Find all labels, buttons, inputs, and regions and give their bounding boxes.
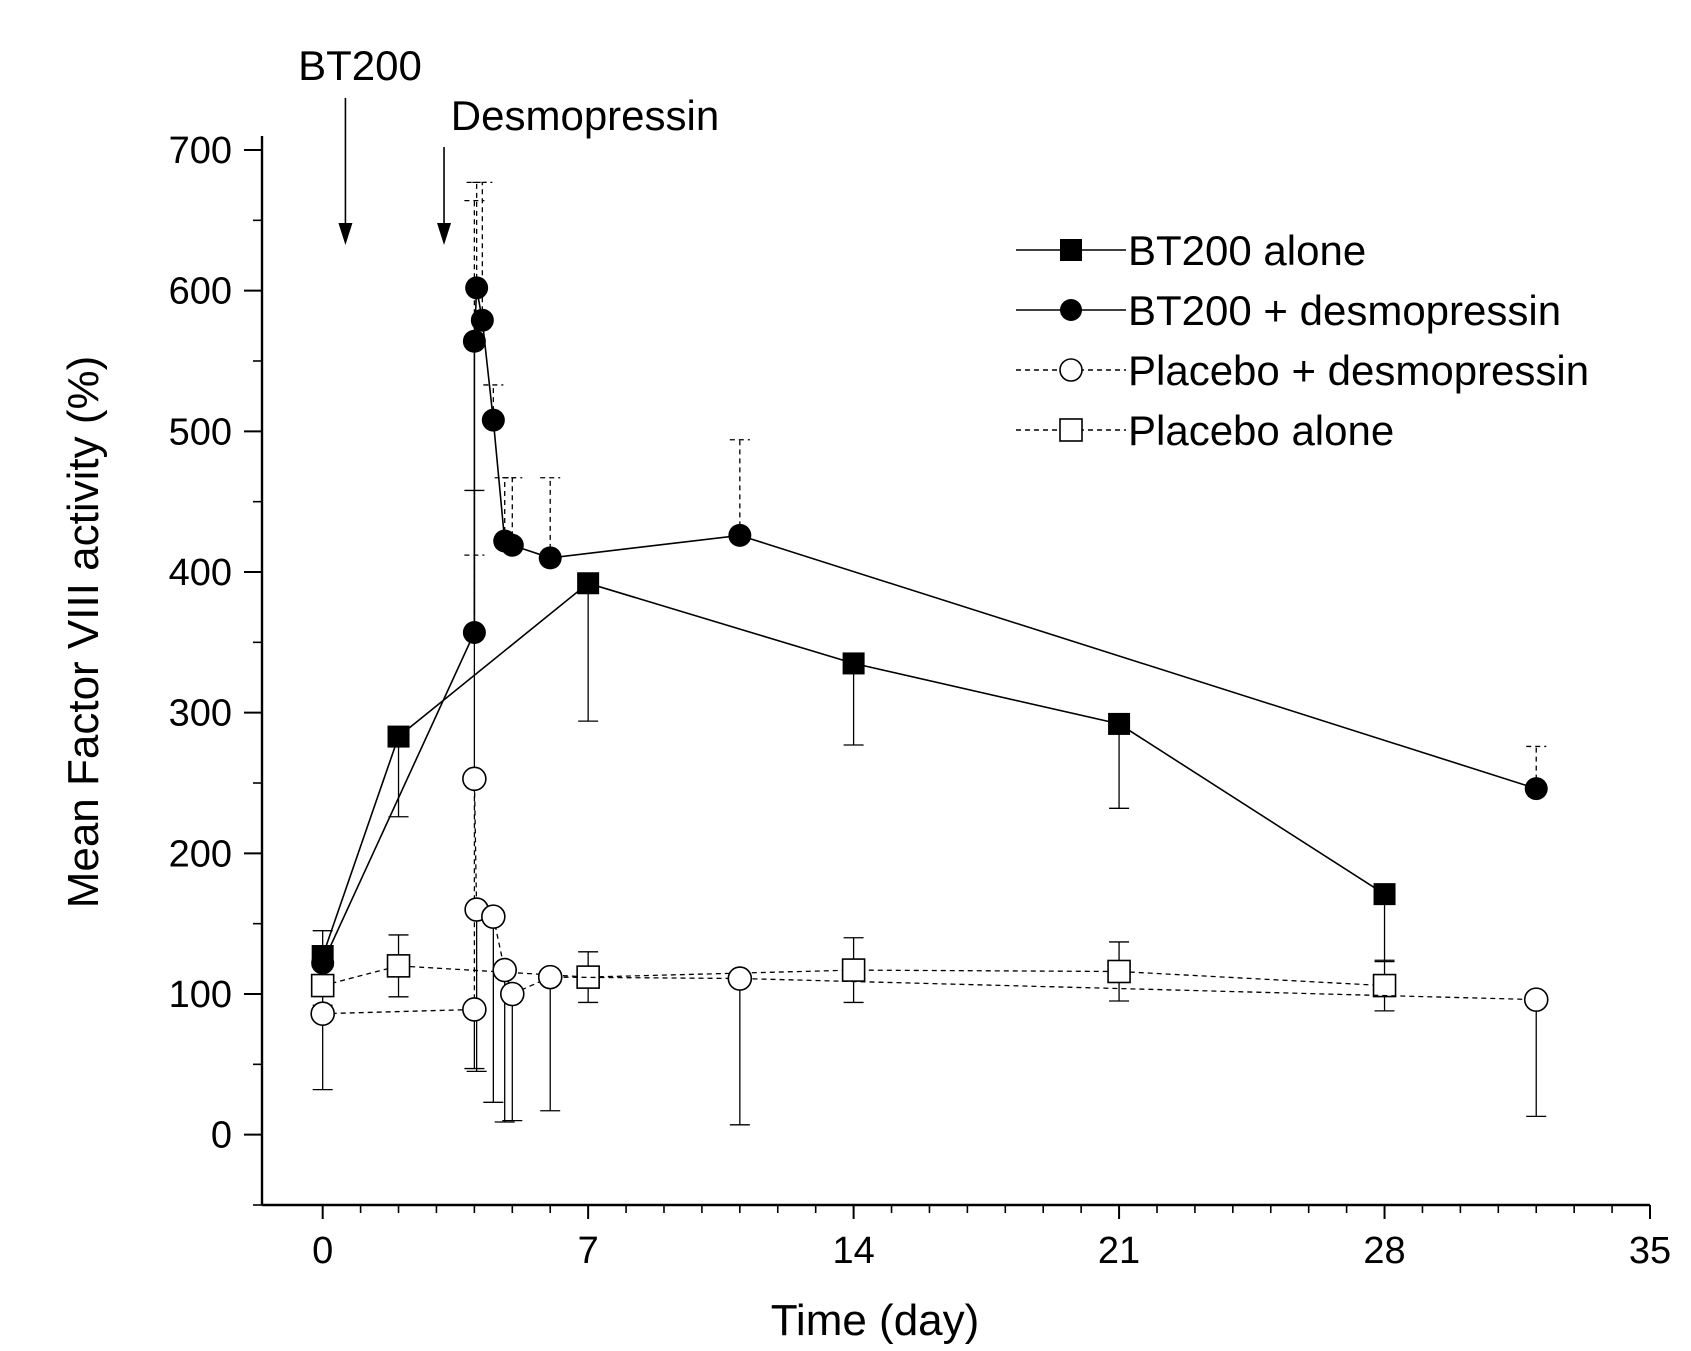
series-line [321, 582, 1385, 957]
legend-entry-placebo-desmopressin: Placebo + desmopressin [1016, 347, 1589, 394]
data-point [310, 1001, 335, 1026]
data-point [481, 408, 505, 432]
data-point [1107, 959, 1131, 984]
data-point [1523, 987, 1549, 1012]
y-tick-label: 400 [169, 552, 232, 594]
data-point [1373, 883, 1396, 906]
x-tick-label: 28 [1363, 1230, 1405, 1272]
data-point [387, 725, 410, 748]
data-point [481, 904, 506, 929]
y-tick-label: 300 [169, 693, 232, 735]
data-point [842, 652, 865, 675]
data-point [386, 954, 411, 978]
x-axis-title: Time (day) [771, 1296, 980, 1345]
data-point [500, 533, 524, 557]
series-line [322, 965, 1385, 987]
data-point [499, 981, 525, 1007]
y-tick-label: 100 [169, 974, 232, 1016]
legend-entry-bt200-alone: BT200 alone [1016, 227, 1366, 274]
y-tick-label: 0 [211, 1115, 232, 1157]
data-point [462, 329, 486, 353]
legend-marker-square-filled [1060, 239, 1082, 261]
legend-label-placebo-alone: Placebo alone [1128, 407, 1394, 454]
data-point [462, 766, 487, 792]
y-axis-title: Mean Factor VIII activity (%) [59, 356, 108, 909]
data-point [492, 957, 518, 983]
series-line [322, 778, 1537, 1015]
y-tick-label: 600 [169, 271, 232, 313]
data-point [577, 572, 600, 595]
data-point [462, 997, 487, 1022]
series-bt200-alone [311, 572, 1396, 968]
data-point [576, 965, 600, 989]
data-point [537, 964, 563, 990]
x-tick-label: 35 [1629, 1230, 1671, 1272]
data-point [728, 523, 752, 547]
axes: 0 7 14 21 28 35 0 100 200 300 400 500 600 700 [169, 98, 1671, 1272]
data-point [727, 966, 753, 991]
data-point [462, 620, 486, 644]
legend-entry-placebo-alone: Placebo alone [1016, 407, 1394, 454]
legend-label-bt200-desmopressin: BT200 + desmopressin [1128, 287, 1561, 334]
y-tick-label: 700 [169, 130, 232, 172]
data-point [1108, 712, 1131, 735]
data-point [470, 308, 494, 332]
annotation-desmopressin: Desmopressin [451, 92, 719, 139]
annotation-bt200: BT200 [298, 42, 422, 89]
data-point [538, 546, 562, 570]
data-point [841, 958, 866, 982]
legend-marker-circle-filled [1060, 299, 1082, 321]
series-placebo-alone [310, 934, 1397, 1012]
x-tick-label: 7 [578, 1230, 599, 1272]
legend-marker-square-open [1059, 418, 1083, 442]
y-tick-label: 200 [169, 833, 232, 875]
annotation-arrow-head [338, 223, 353, 245]
legend-label-placebo-desmopressin: Placebo + desmopressin [1128, 347, 1589, 394]
data-point [1524, 777, 1548, 801]
y-tick-label: 500 [169, 411, 232, 453]
legend: BT200 alone BT200 + desmopressin Placebo… [1016, 227, 1589, 454]
series-layer [310, 181, 1549, 1126]
data-point [465, 276, 489, 300]
x-tick-label: 21 [1098, 1230, 1140, 1272]
legend-entry-bt200-desmopressin: BT200 + desmopressin [1016, 287, 1561, 334]
series-bt200-desmopressin [311, 181, 1548, 975]
annotation-arrow-head [437, 223, 452, 245]
x-tick-label: 0 [312, 1230, 333, 1272]
data-point [310, 973, 335, 998]
x-tick-label: 14 [832, 1230, 874, 1272]
series-placebo-desmopressin [310, 489, 1549, 1126]
data-point [311, 951, 335, 975]
legend-label-bt200-alone: BT200 alone [1128, 227, 1366, 274]
data-point [1372, 973, 1397, 998]
legend-marker-circle-open [1059, 358, 1083, 382]
